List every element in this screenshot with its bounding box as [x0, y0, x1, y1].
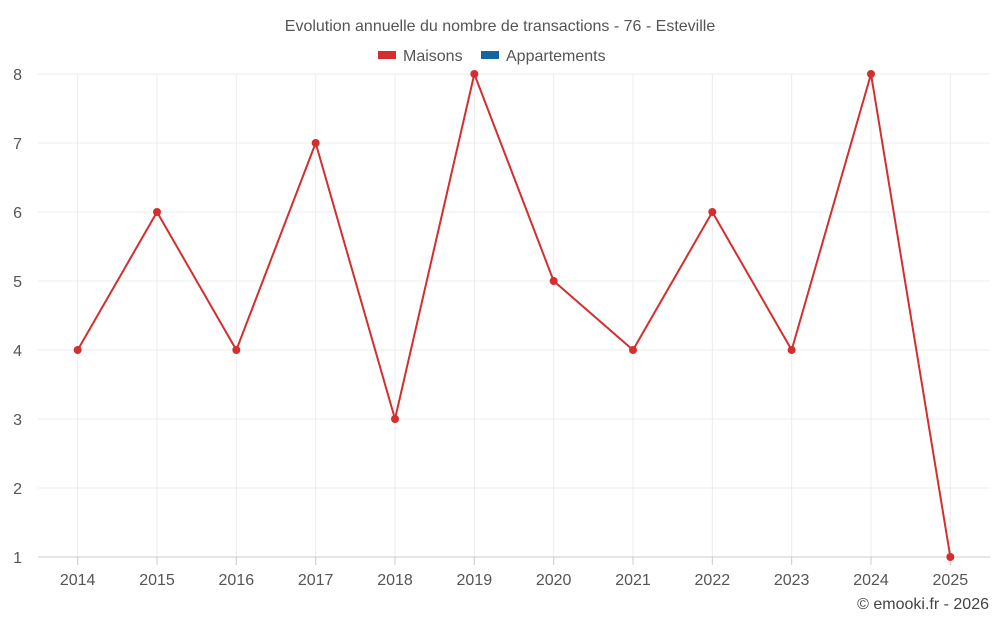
- y-tick-label: 2: [13, 481, 22, 498]
- data-point-maisons-2018[interactable]: [391, 415, 399, 423]
- grid: [38, 73, 990, 557]
- legend-swatch-appartements: [481, 51, 499, 59]
- data-point-maisons-2014[interactable]: [73, 346, 82, 354]
- x-tick-label: 2023: [774, 572, 810, 589]
- series-maisons: [73, 70, 955, 561]
- x-tick-label: 2015: [139, 572, 175, 589]
- x-tick-label: 2020: [536, 572, 572, 589]
- series-line-maisons: [76, 73, 952, 558]
- data-point-maisons-2025[interactable]: [946, 553, 955, 561]
- y-tick-label: 8: [13, 67, 22, 84]
- legend: Maisons Appartements: [378, 48, 606, 65]
- data-point-maisons-2024[interactable]: [867, 70, 875, 78]
- x-tick-label: 2022: [695, 572, 731, 589]
- y-tick-label: 7: [13, 136, 22, 153]
- x-tick-label: 2014: [60, 572, 96, 589]
- data-point-maisons-2016[interactable]: [232, 346, 241, 354]
- data-point-maisons-2021[interactable]: [629, 346, 637, 354]
- y-tick-label: 1: [13, 550, 22, 567]
- legend-swatch-maisons: [378, 51, 396, 59]
- credit-text: © emooki.fr - 2026: [857, 596, 989, 613]
- x-tick-label: 2016: [219, 572, 255, 589]
- x-tick-label: 2021: [615, 572, 651, 589]
- y-tick-label: 6: [13, 205, 22, 222]
- legend-item-maisons[interactable]: Maisons: [378, 48, 463, 65]
- y-tick-label: 3: [13, 412, 22, 429]
- x-axis: 2014 2015 2016 2017 2018 2019 2020 2021 2022 2023…: [38, 556, 990, 589]
- x-tick-label: 2024: [853, 572, 889, 589]
- x-tick-label: 2018: [377, 572, 413, 589]
- legend-label-appartements: Appartements: [506, 48, 606, 65]
- legend-item-appartements[interactable]: Appartements: [481, 48, 606, 65]
- y-tick-label: 4: [13, 343, 22, 360]
- data-point-maisons-2017[interactable]: [311, 139, 320, 147]
- x-tick-label: 2025: [933, 572, 969, 589]
- data-point-maisons-2023[interactable]: [787, 346, 796, 354]
- y-axis: 1 2 3 4 5 6 7 8: [13, 67, 22, 567]
- data-point-maisons-2019[interactable]: [470, 70, 479, 78]
- x-tick-label: 2017: [298, 572, 334, 589]
- data-point-maisons-2022[interactable]: [708, 208, 717, 216]
- y-tick-label: 5: [13, 274, 22, 291]
- legend-label-maisons: Maisons: [403, 48, 463, 65]
- data-point-maisons-2015[interactable]: [153, 208, 161, 216]
- data-point-maisons-2020[interactable]: [549, 277, 558, 285]
- chart-title: Evolution annuelle du nombre de transact…: [285, 18, 716, 35]
- x-tick-label: 2019: [457, 572, 493, 589]
